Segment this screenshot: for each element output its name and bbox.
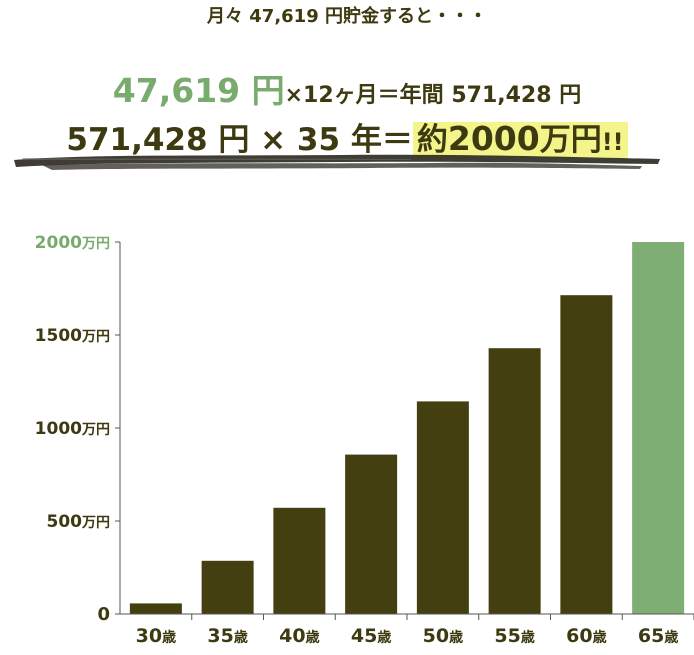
bar-8 [632, 242, 685, 614]
x-axis-ticks: 30歳 35歳 40歳 45歳 50歳 55歳 60歳 65歳 [136, 614, 694, 647]
x-tick-label: 55歳 [494, 625, 534, 647]
headline-total-calc: 571,428 円 × 35 年＝ 約2000万円!! [0, 114, 694, 159]
highlight-prefix: 約 [416, 122, 448, 158]
monthly-amount: 47,619 円 [112, 71, 285, 110]
headline-annual-calc: 47,619 円×12ヶ月＝年間 571,428 円 [0, 64, 694, 112]
bar-7 [560, 295, 613, 614]
x-tick-label: 35歳 [207, 625, 247, 647]
highlight-exclamation: !! [601, 128, 624, 156]
y-axis-ticks: 0 500万円 1000万円 1500万円 2000万円 [35, 233, 120, 625]
bar-4 [345, 454, 398, 614]
headline-monthly-saving: 月々 47,619 円貯金すると・・・ [207, 6, 487, 27]
bar-3 [273, 507, 326, 614]
bar-5 [416, 401, 469, 614]
y-tick-label: 1500万円 [35, 326, 110, 346]
x-tick-label: 60歳 [566, 625, 606, 647]
bar-2 [201, 560, 254, 614]
x-tick-label: 30歳 [136, 625, 176, 647]
highlight-unit: 万円 [539, 122, 602, 158]
bars-group [129, 242, 685, 614]
y-tick-label: 2000万円 [35, 233, 110, 253]
x-tick-label: 40歳 [279, 625, 319, 647]
y-tick-label: 0 [97, 604, 110, 625]
total-calc-text: 571,428 円 × 35 年＝ [66, 122, 413, 158]
bar-6 [488, 348, 541, 614]
y-tick-label: 500万円 [47, 512, 111, 532]
x-tick-label: 45歳 [351, 625, 391, 647]
x-tick-label: 65歳 [638, 625, 678, 647]
brush-underline [14, 154, 660, 170]
x-tick-label: 50歳 [423, 625, 463, 647]
bar-1 [129, 603, 182, 614]
y-tick-label: 1000万円 [35, 419, 110, 439]
total-highlight: 約2000万円!! [412, 119, 628, 158]
annual-calc-text: ×12ヶ月＝年間 571,428 円 [284, 83, 582, 108]
highlight-number: 2000 [447, 119, 540, 158]
